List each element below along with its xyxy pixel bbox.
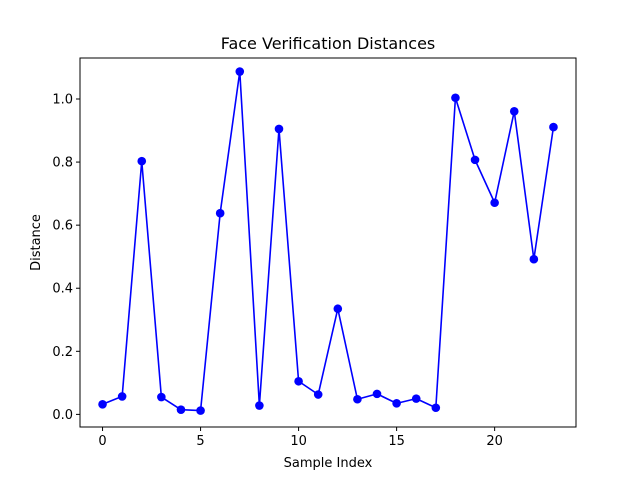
data-point: [529, 254, 539, 264]
series-line: [102, 70, 555, 412]
data-point: [117, 392, 127, 401]
data-point: [274, 124, 284, 134]
y-tick-label: 0.8: [52, 156, 73, 171]
data-point: [157, 392, 166, 402]
data-point: [313, 390, 323, 399]
data-point: [451, 93, 460, 103]
plot-frame: [79, 57, 577, 428]
x-tick-label: 5: [196, 434, 204, 449]
data-point: [490, 198, 499, 208]
y-tick-label: 0.0: [52, 408, 73, 423]
data-point: [98, 399, 107, 409]
data-point: [196, 406, 205, 415]
data-point: [411, 394, 421, 403]
x-axis: 0 5 10 15 20: [98, 427, 503, 449]
data-point: [549, 122, 558, 132]
data-point: [137, 156, 147, 166]
data-point: [470, 155, 480, 165]
x-tick-label: 20: [486, 434, 503, 449]
y-tick-label: 1.0: [52, 93, 73, 108]
data-point: [176, 405, 186, 414]
data-point: [372, 389, 382, 399]
y-axis-label: Distance: [29, 214, 44, 271]
x-tick-label: 0: [98, 434, 106, 449]
data-point: [333, 304, 343, 314]
data-point: [215, 208, 225, 218]
data-point: [294, 376, 303, 386]
data-point: [431, 403, 441, 413]
y-tick-label: 0.2: [52, 345, 73, 360]
data-point: [255, 401, 264, 410]
y-axis: 0.0 0.2 0.4 0.6 0.8 1.0: [52, 93, 80, 423]
x-tick-label: 10: [290, 434, 307, 449]
data-point: [235, 67, 245, 76]
y-tick-label: 0.4: [52, 282, 73, 297]
x-tick-label: 15: [388, 434, 405, 449]
data-point: [353, 394, 362, 404]
data-point: [509, 107, 519, 116]
y-tick-label: 0.6: [52, 219, 73, 234]
series-layer: [98, 67, 558, 415]
chart-title: Face Verification Distances: [221, 34, 436, 53]
data-point: [392, 399, 401, 408]
x-axis-label: Sample Index: [284, 456, 373, 471]
